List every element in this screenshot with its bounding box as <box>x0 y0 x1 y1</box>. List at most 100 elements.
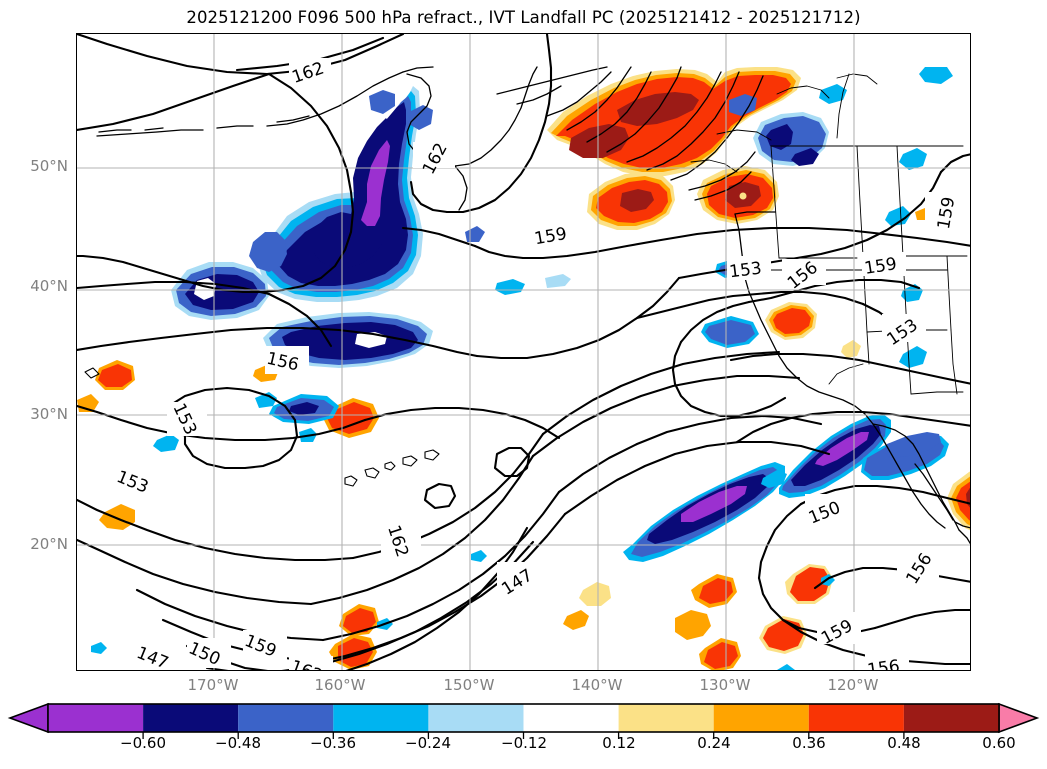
anomaly-sw-pock9 <box>153 434 179 452</box>
anomaly-shading-layer <box>77 67 970 670</box>
anomaly-speck-b3 <box>777 664 795 670</box>
contour-label-159-idaho: 159 <box>862 252 906 279</box>
anomaly-sw-pock3b <box>327 402 374 434</box>
anomaly-speck-b6 <box>465 226 485 242</box>
colorbar-seg-9 <box>903 704 999 732</box>
anomaly-bc-neg-n048b <box>791 148 819 166</box>
colorbar-svg[interactable] <box>0 700 1047 765</box>
page-title: 2025121200 F096 500 hPa refract., IVT La… <box>186 8 861 27</box>
colorbar-ticklabel-5: 0.12 <box>602 734 636 752</box>
anomaly-wash-center-dot <box>739 192 747 200</box>
anomaly-bc-neg-n048 <box>766 124 793 150</box>
anomaly-bc-p048 <box>620 189 654 212</box>
anomaly-sw-pock1b <box>343 608 376 633</box>
colorbar-seg-0 <box>48 704 144 732</box>
colorbar-ticklabel-1: −0.48 <box>215 734 261 752</box>
ytick-label-50n: 50°N <box>30 157 68 175</box>
anomaly-dot-r5 <box>899 148 927 170</box>
contour-label-162-ak: 162 <box>413 140 455 178</box>
colorbar-seg-5 <box>523 704 619 732</box>
anomaly-alberta-neg <box>819 84 847 104</box>
svg-text:156: 156 <box>866 656 901 671</box>
anomaly-sw-pock5 <box>99 504 135 530</box>
contour-label-153-nwhawaii: 153 <box>167 400 207 438</box>
anomaly-sw-hawaii-core <box>289 402 319 415</box>
map-plot-area[interactable]: 162 162 159 153 <box>76 33 971 671</box>
anomaly-se-pock3 <box>675 610 711 640</box>
colorbar-seg-7 <box>713 704 809 732</box>
contour-label-156-bottomright: 156 <box>865 652 909 671</box>
anomaly-speck-4 <box>545 274 571 288</box>
contour-label-159-sw: 159 <box>242 630 287 662</box>
contour-label-150-sw: 150 <box>185 638 231 670</box>
anomaly-se-pock7 <box>563 610 589 630</box>
svg-text:153: 153 <box>728 259 763 283</box>
anomaly-speck-b5 <box>91 642 107 654</box>
contour-label-162-sbottom: 162 <box>288 656 333 670</box>
colorbar-ticklabel-8: 0.48 <box>887 734 921 752</box>
xtick-label-140w: 140°W <box>571 676 623 694</box>
colorbar[interactable]: −0.60 −0.48 −0.36 −0.24 −0.12 0.12 0.24 … <box>0 700 1047 765</box>
colorbar-ticklabel-2: −0.36 <box>310 734 356 752</box>
contour-label-156-baja: 156 <box>897 546 939 588</box>
anomaly-dot-r3 <box>899 346 927 368</box>
anomaly-speck-3 <box>495 279 525 295</box>
ytick-label-30n: 30°N <box>30 405 68 423</box>
anomaly-sw-pock4b <box>98 364 132 387</box>
anomaly-nwcan-neg <box>729 94 757 116</box>
contour-label-159-rockies: 159 <box>925 192 965 231</box>
map-svg: 162 162 159 153 <box>77 34 970 671</box>
colorbar-segments[interactable] <box>48 704 999 732</box>
anomaly-fill-n060 <box>361 140 390 226</box>
contour-label-153-sierra: 153 <box>882 314 926 350</box>
anomaly-speck-b2 <box>471 550 487 562</box>
anomaly-calif-neg <box>705 320 755 345</box>
xtick-label-150w: 150°W <box>443 676 495 694</box>
anomaly-se-pock1b <box>699 578 733 604</box>
colorbar-ticks <box>142 732 905 739</box>
anomaly-tongue-n036b <box>883 432 941 458</box>
anomaly-sep1-n060 <box>681 486 747 522</box>
colorbar-seg-1 <box>143 704 239 732</box>
contour-label-153-orcoast: 153 <box>727 256 771 282</box>
colorbar-ticklabel-7: 0.36 <box>792 734 826 752</box>
contour-162-a <box>77 34 405 76</box>
contour-label-162-swisl: 162 <box>381 523 421 560</box>
colorbar-seg-6 <box>618 704 714 732</box>
anomaly-dot-r1 <box>841 340 861 358</box>
ytick-label-40n: 40°N <box>30 277 68 295</box>
anomaly-fill-band-n048 <box>282 322 418 360</box>
colorbar-ticklabel-3: −0.24 <box>405 734 451 752</box>
contour-label-156-midpac: 156 <box>265 346 309 375</box>
anomaly-topright <box>919 67 953 84</box>
xtick-label-120w: 120°W <box>827 676 879 694</box>
colorbar-seg-4 <box>428 704 524 732</box>
anomaly-se-pock6 <box>579 582 611 606</box>
colorbar-ticklabel-6: 0.24 <box>697 734 731 752</box>
contour-label-159-sepac: 159 <box>817 612 861 649</box>
colorbar-ticklabel-4: −0.12 <box>501 734 547 752</box>
anomaly-sep-gap <box>761 470 787 488</box>
anomaly-speck-1 <box>369 90 395 114</box>
anomaly-se-pock2b <box>790 567 830 601</box>
anomaly-dot-r4 <box>885 206 911 226</box>
coastline-layer <box>84 66 970 545</box>
colorbar-ticklabel-9: 0.60 <box>982 734 1016 752</box>
colorbar-extend-left[interactable] <box>7 702 49 734</box>
xtick-label-170w: 170°W <box>187 676 239 694</box>
colorbar-seg-3 <box>333 704 429 732</box>
anomaly-fill-west-lobe <box>249 232 287 272</box>
anomaly-cal-pos-p036 <box>773 308 811 334</box>
colorbar-ticklabel-0: −0.60 <box>120 734 166 752</box>
colorbar-extend-right[interactable] <box>998 702 1040 734</box>
graticule-layer <box>77 34 970 670</box>
ytick-label-20n: 20°N <box>30 535 68 553</box>
anomaly-goa-p048b <box>569 124 629 158</box>
contour-label-150-sepac: 150 <box>805 494 849 529</box>
xtick-label-160w: 160°W <box>314 676 366 694</box>
xtick-label-130w: 130°W <box>699 676 751 694</box>
contour-label-153-sw: 153 <box>114 466 159 498</box>
contour-label-147-sw: 147 <box>134 642 179 670</box>
contour-label-147-scentral: 147 <box>497 562 541 600</box>
